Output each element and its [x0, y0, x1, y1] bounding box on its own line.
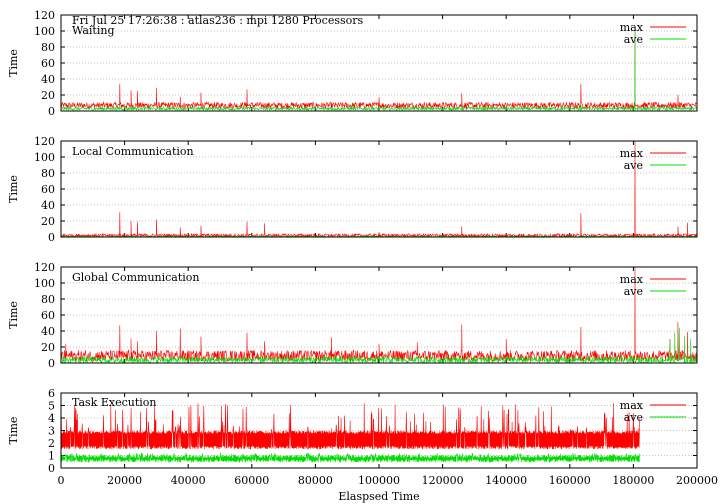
y-tick-label: 20	[41, 89, 55, 102]
y-tick-label: 60	[41, 57, 55, 70]
legend-label-ave: ave	[624, 33, 643, 46]
legend-label-ave: ave	[624, 159, 643, 172]
y-tick-label: 40	[41, 325, 55, 338]
legend-label-max: max	[620, 21, 644, 34]
x-tick-label: 140000	[485, 474, 527, 487]
x-tick-label: 60000	[234, 474, 269, 487]
plot-frame	[60, 140, 698, 238]
series-max-line	[60, 403, 641, 450]
y-tick-label: 5	[48, 400, 55, 413]
legend-label-ave: ave	[624, 285, 643, 298]
y-axis-label: Time	[7, 417, 20, 445]
legend-label-max: max	[620, 147, 644, 160]
y-tick-label: 3	[48, 425, 55, 438]
y-tick-label: 80	[41, 293, 55, 306]
series-ave-line	[60, 30, 698, 112]
y-axis-label: Time	[7, 49, 20, 77]
y-tick-label: 1	[48, 450, 55, 463]
x-tick-label: 20000	[107, 474, 142, 487]
series-ave-line	[60, 452, 641, 463]
series-ave-line	[60, 235, 698, 238]
y-axis-label: Time	[7, 175, 20, 203]
y-axis-label: Time	[7, 301, 20, 329]
y-tick-label: 60	[41, 309, 55, 322]
y-tick-label: 80	[41, 41, 55, 54]
y-tick-label: 100	[34, 151, 55, 164]
y-tick-label: 40	[41, 199, 55, 212]
panel-title: Task Execution	[72, 396, 156, 409]
x-tick-label: 100000	[358, 474, 400, 487]
panel-title: Waiting	[72, 24, 115, 37]
y-tick-label: 6	[48, 387, 55, 400]
x-tick-label: 160000	[549, 474, 591, 487]
y-tick-label: 60	[41, 183, 55, 196]
x-tick-label: 80000	[298, 474, 333, 487]
x-tick-label: 200000	[676, 474, 718, 487]
y-tick-label: 100	[34, 277, 55, 290]
y-tick-label: 4	[48, 412, 55, 425]
series-max-line	[60, 31, 698, 110]
plot-frame	[60, 14, 698, 112]
x-tick-label: 40000	[171, 474, 206, 487]
y-tick-label: 0	[48, 462, 55, 475]
legend-label-max: max	[620, 273, 644, 286]
y-tick-label: 120	[34, 135, 55, 148]
x-axis-label: Elaspsed Time	[338, 490, 419, 503]
plot-frame	[60, 266, 698, 364]
y-tick-label: 20	[41, 341, 55, 354]
x-tick-label: 0	[58, 474, 65, 487]
legend-label-max: max	[620, 399, 644, 412]
y-tick-label: 2	[48, 437, 55, 450]
y-tick-label: 40	[41, 73, 55, 86]
plot-frame	[60, 392, 698, 469]
y-tick-label: 100	[34, 25, 55, 38]
y-tick-label: 80	[41, 167, 55, 180]
panel-title: Global Communication	[72, 271, 200, 284]
figure-header-title: Fri Jul 25 17:26:38 : atlas236 : mpi 128…	[72, 14, 364, 27]
y-tick-label: 120	[34, 261, 55, 274]
y-tick-label: 0	[48, 357, 55, 370]
y-tick-label: 20	[41, 215, 55, 228]
y-tick-label: 120	[34, 9, 55, 22]
x-tick-label: 120000	[422, 474, 464, 487]
y-tick-label: 0	[48, 105, 55, 118]
y-tick-label: 0	[48, 231, 55, 244]
legend-label-ave: ave	[624, 411, 643, 424]
series-ave-line	[60, 327, 698, 364]
panel-title: Local Communication	[72, 145, 194, 158]
x-tick-label: 180000	[612, 474, 654, 487]
